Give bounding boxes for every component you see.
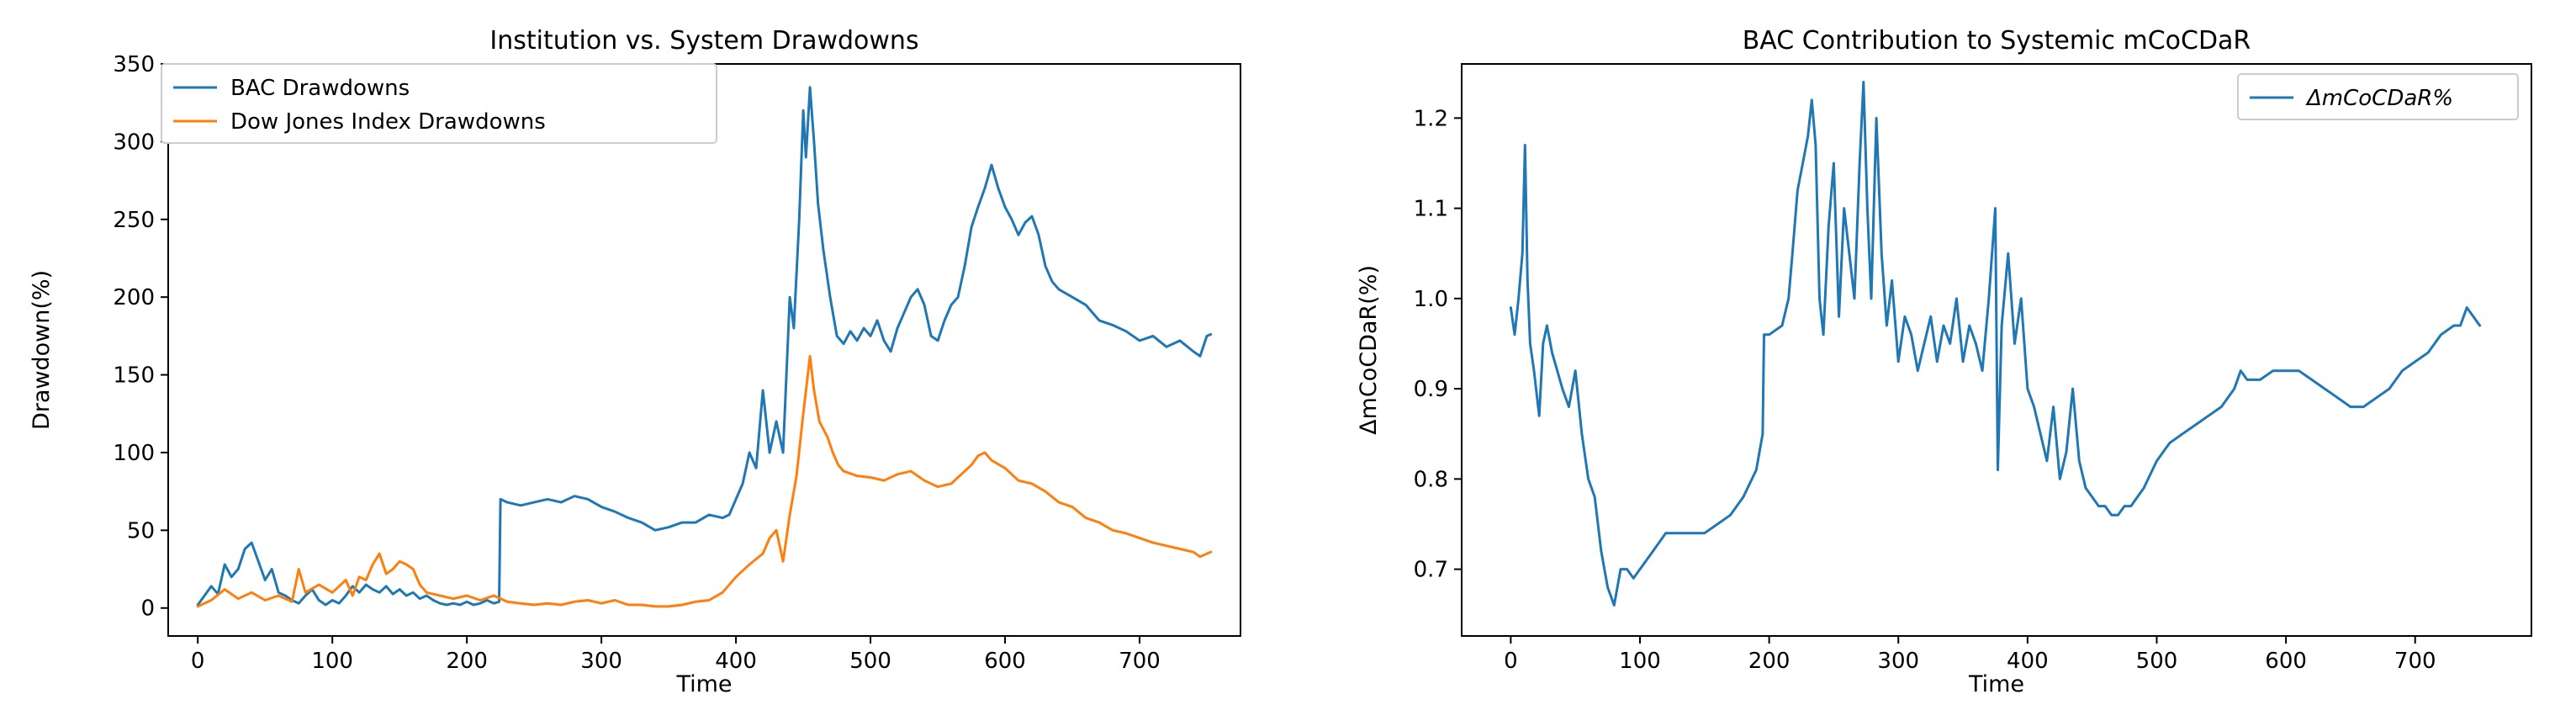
x-tick-label: 400: [715, 649, 757, 674]
x-tick-label: 500: [849, 649, 891, 674]
legend: ΔmCoCDaR%: [2237, 73, 2519, 120]
x-tick-label: 100: [1619, 649, 1661, 674]
x-tick-label: 700: [1119, 649, 1161, 674]
x-tick-label: 300: [580, 649, 622, 674]
legend-box: [2237, 73, 2519, 120]
y-tick-label: 0.8: [1414, 467, 1448, 492]
y-tick-label: 150: [113, 363, 155, 389]
x-tick-label: 600: [984, 649, 1026, 674]
chart-mcocdar: BAC Contribution to Systemic mCoCDaR 0 100…: [1356, 26, 2532, 697]
y-tick-label: 100: [113, 441, 155, 466]
x-axis-label: Time: [1968, 671, 2024, 697]
legend-box: [161, 63, 717, 144]
y-tick-label: 350: [113, 52, 155, 77]
chart-drawdowns: Institution vs. System Drawdowns 0 100 200 3…: [29, 26, 1241, 697]
x-tick-label: 0: [191, 649, 205, 674]
legend-entry-label: ΔmCoCDaR%: [2305, 86, 2453, 111]
y-axis-label: ΔmCoCDaR(%): [1356, 265, 1382, 435]
x-axis-label: Time: [675, 671, 732, 697]
y-tick-label: 1.0: [1414, 287, 1448, 312]
axes-frame: [167, 63, 1241, 637]
legend: BAC Drawdowns Dow Jones Index Drawdowns: [161, 63, 717, 144]
series-line-0: [196, 86, 1213, 607]
x-tick-label: 200: [446, 649, 488, 674]
y-tick-label: 1.1: [1414, 197, 1448, 222]
y-tick-label: 0.7: [1414, 558, 1448, 583]
x-tick-label: 0: [1504, 649, 1518, 674]
plot-area: [1509, 81, 2482, 607]
y-tick-label: 50: [127, 518, 155, 543]
y-axis-label: Drawdown(%): [29, 270, 55, 430]
plot-area: [196, 86, 1213, 608]
x-tick-label: 200: [1748, 649, 1791, 674]
y-tick-label: 0.9: [1414, 377, 1448, 402]
x-tick-label: 600: [2265, 649, 2307, 674]
x-tick-label: 500: [2136, 649, 2178, 674]
y-tick-label: 1.2: [1414, 106, 1448, 131]
y-tick-label: 250: [113, 208, 155, 233]
x-tick-label: 400: [2007, 649, 2049, 674]
x-tick-label: 700: [2394, 649, 2436, 674]
legend-entry-label: BAC Drawdowns: [230, 76, 410, 101]
y-tick-label: 300: [113, 130, 155, 155]
legend-entry-label: Dow Jones Index Drawdowns: [230, 109, 546, 135]
x-tick-label: 100: [311, 649, 353, 674]
chart-title: Institution vs. System Drawdowns: [489, 26, 918, 56]
chart-title: BAC Contribution to Systemic mCoCDaR: [1743, 26, 2251, 56]
axes-frame: [1461, 63, 2532, 637]
series-line-1: [196, 354, 1213, 608]
series-line-0: [1509, 81, 2482, 607]
y-tick-label: 200: [113, 285, 155, 310]
x-tick-label: 300: [1877, 649, 1919, 674]
y-tick-label: 0: [140, 596, 155, 622]
